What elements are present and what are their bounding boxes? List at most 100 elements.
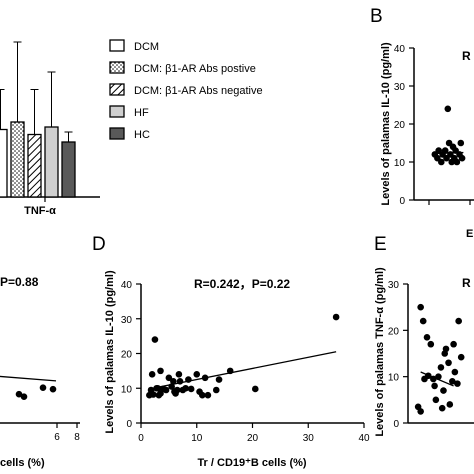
y-tick-label: 20 — [121, 350, 133, 361]
data-point — [446, 401, 454, 408]
legend-swatch-DCM — [109, 39, 125, 52]
panel-d-scatter: D R=0.242，P=0.22 0 10 20 30 40 0 10 20 30 40 Lev… — [92, 234, 370, 469]
panel-c-x-label-fragment: cells (%) — [0, 457, 45, 469]
data-point — [457, 139, 465, 147]
panel-c-stat: P=0.88 — [0, 275, 39, 289]
panel-a-bar-chart: TNF-α DCM DCM: β1-AR Abs postive DCM: β1-A… — [0, 39, 263, 217]
data-point — [170, 378, 177, 385]
data-point — [423, 333, 431, 341]
x-tick-label: 30 — [303, 433, 315, 444]
data-point — [440, 387, 447, 394]
x-tick-label: 0 — [138, 433, 144, 444]
data-point — [175, 371, 183, 378]
data-point — [438, 158, 445, 166]
y-tick-label: 10 — [121, 384, 133, 395]
legend-label: HC — [134, 129, 150, 141]
data-point — [151, 336, 159, 343]
legend-swatch-DCM: β1-AR Abs negative — [109, 83, 125, 96]
legend-swatch-HC — [109, 127, 125, 140]
data-point — [437, 364, 445, 371]
panel-e-scatter: E R 0 10 20 30 Levels of palamas TNF-α (pg/… — [374, 234, 474, 437]
panel-c-scatter: P=0.88 6 8 cells (%) — [0, 275, 80, 469]
data-point — [419, 317, 427, 325]
x-tick-label: 6 — [54, 432, 60, 443]
data-point — [445, 359, 452, 367]
y-tick-label: 0 — [126, 419, 132, 430]
data-point — [417, 303, 424, 311]
data-point — [15, 390, 23, 398]
y-tick-label: 0 — [393, 419, 399, 430]
y-tick-label: 30 — [388, 280, 400, 291]
data-point — [431, 382, 438, 390]
x-tick-label: 20 — [247, 433, 259, 444]
data-point — [332, 313, 340, 321]
data-point — [427, 340, 435, 348]
panel-d-letter: D — [92, 234, 106, 255]
data-point — [251, 385, 259, 393]
regression-line — [420, 371, 454, 387]
data-point — [20, 393, 28, 401]
legend-label: DCM: β1-AR Abs negative — [134, 85, 263, 97]
y-tick-label: 20 — [394, 120, 406, 131]
data-point — [187, 385, 195, 393]
data-point — [450, 340, 457, 348]
legend-swatch-DCM: β1-AR Abs postive — [109, 61, 125, 74]
data-point — [444, 105, 452, 113]
panel-d-stat: R=0.242，P=0.22 — [194, 277, 290, 291]
data-point — [157, 367, 164, 375]
data-point — [215, 376, 223, 383]
panel-b-scatter: B R 0 10 20 30 40 Levels of palamas IL-10 (p… — [370, 6, 474, 240]
data-point — [199, 391, 206, 399]
bar-HF — [44, 126, 59, 198]
regression-line — [0, 375, 57, 382]
panel-b-letter: B — [370, 6, 383, 27]
y-tick-label: 40 — [121, 280, 133, 291]
data-point — [432, 396, 440, 404]
bar-DCM — [0, 128, 8, 198]
data-point — [49, 385, 57, 393]
panel-d-x-label: Tr / CD19⁺B cells (%) — [197, 457, 306, 469]
y-tick-label: 0 — [399, 196, 405, 207]
panel-e-y-label: Levels of palamas TNF-α (pg/ml) — [374, 267, 386, 437]
panel-d-y-label: Levels of palamas IL-10 (pg/ml) — [104, 270, 116, 434]
bar-DCM: β1-AR Abs postive — [10, 121, 25, 198]
legend-label: DCM — [134, 41, 159, 53]
data-point — [454, 380, 461, 387]
panel-b-y-label: Levels of palamas IL-10 (pg/ml) — [380, 42, 392, 206]
data-point — [148, 371, 156, 378]
bar-HC — [61, 141, 76, 198]
data-point — [455, 317, 462, 325]
legend-label: DCM: β1-AR Abs postive — [134, 63, 256, 75]
data-point — [149, 391, 157, 398]
panel-a-x-label: TNF-α — [24, 205, 56, 217]
y-tick-label: 40 — [394, 44, 406, 55]
legend-swatch-HF — [109, 105, 125, 118]
x-tick-label: 40 — [358, 433, 370, 444]
regression-line — [433, 151, 464, 155]
data-point — [441, 147, 449, 154]
bar-DCM: β1-AR Abs negative — [27, 133, 42, 198]
data-point — [451, 368, 459, 376]
data-point — [458, 154, 466, 162]
data-point — [417, 408, 424, 415]
regression-line — [149, 351, 337, 390]
legend-label: HF — [134, 107, 149, 119]
panel-b-x-label-fragment: E — [466, 228, 473, 240]
y-tick-label: 10 — [394, 158, 406, 169]
data-point — [449, 378, 456, 385]
y-tick-label: 10 — [388, 373, 400, 384]
data-point — [193, 371, 201, 378]
data-point — [453, 158, 461, 166]
data-point — [182, 384, 189, 392]
y-tick-label: 30 — [394, 82, 406, 93]
data-point — [173, 386, 181, 394]
x-tick-label: 10 — [191, 433, 203, 444]
data-point — [165, 374, 173, 382]
data-point — [441, 350, 449, 357]
y-tick-label: 30 — [121, 315, 133, 326]
panel-e-letter: E — [374, 234, 387, 255]
panel-b-stat-fragment: R — [462, 49, 471, 63]
data-point — [438, 404, 446, 412]
data-point — [162, 386, 170, 394]
